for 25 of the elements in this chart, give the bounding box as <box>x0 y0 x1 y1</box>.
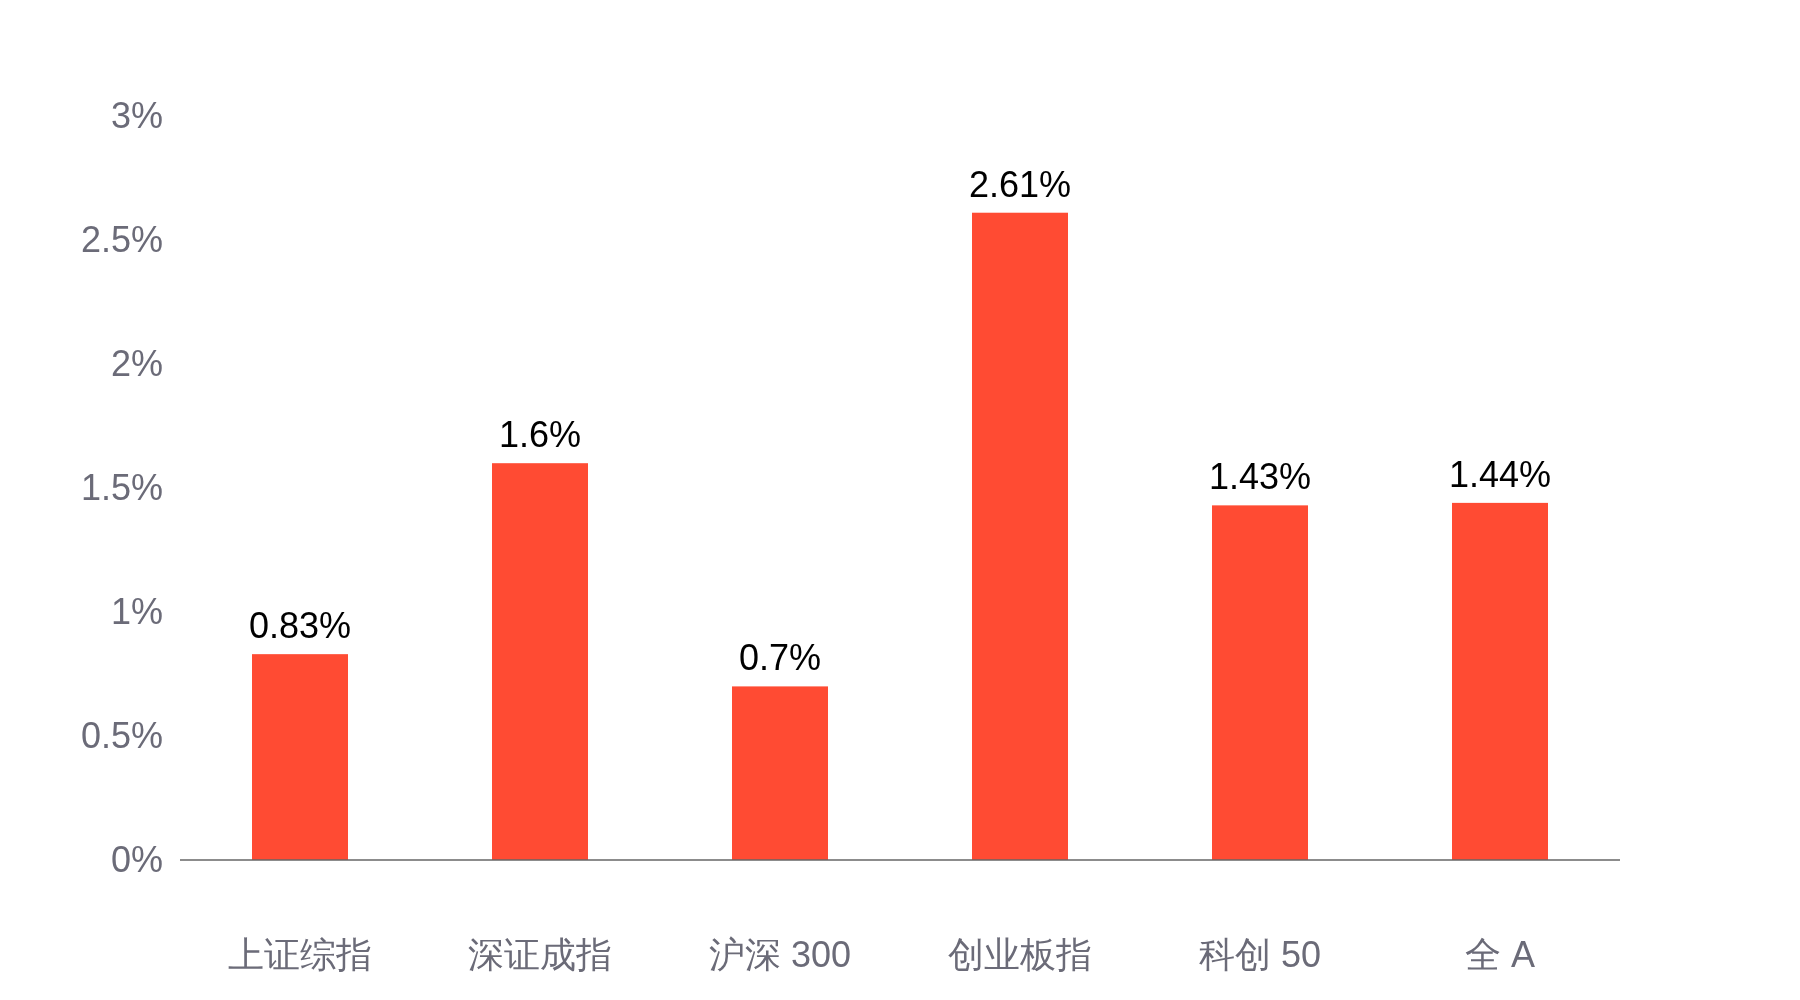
data-label: 1.43% <box>1208 456 1312 498</box>
bar <box>972 212 1068 860</box>
y-tick-label: 2.5% <box>80 219 163 260</box>
x-tick-label: 创业板指 <box>948 934 1092 975</box>
y-tick-label: 0.5% <box>80 715 163 756</box>
y-tick-label: 1% <box>110 591 163 632</box>
data-label: 1.6% <box>498 414 582 456</box>
x-tick-label: 沪深 300 <box>708 934 852 975</box>
bar <box>252 654 348 860</box>
bar <box>1212 505 1308 860</box>
data-label: 0.7% <box>738 637 822 679</box>
data-label: 0.83% <box>248 605 352 647</box>
y-tick-label: 1.5% <box>80 467 163 508</box>
data-label: 1.44% <box>1448 453 1552 495</box>
bar <box>492 463 588 860</box>
x-tick-label: 科创 50 <box>1198 934 1322 975</box>
x-tick-label: 深证成指 <box>468 934 612 975</box>
bar <box>1452 502 1548 860</box>
x-tick-label: 全 A <box>1464 934 1536 975</box>
y-tick-label: 3% <box>110 95 163 136</box>
y-tick-label: 0% <box>110 839 163 880</box>
data-label: 2.61% <box>968 163 1072 205</box>
x-tick-label: 上证综指 <box>228 934 372 975</box>
y-tick-label: 2% <box>110 343 163 384</box>
bar <box>732 686 828 860</box>
